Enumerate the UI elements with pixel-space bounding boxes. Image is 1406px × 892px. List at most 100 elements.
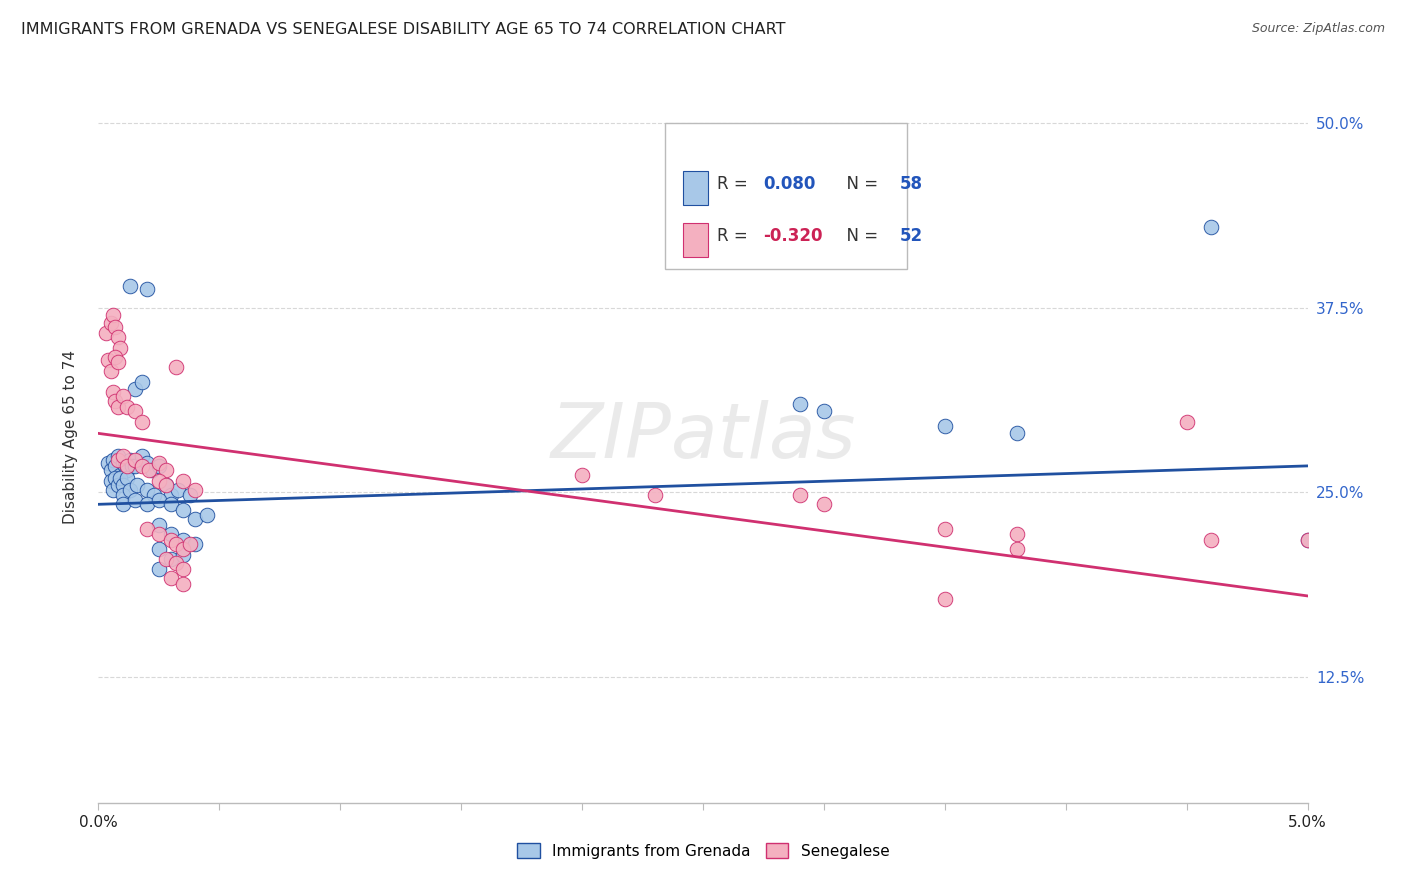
Point: [789, 488, 811, 502]
Point: [135, 523, 157, 537]
Point: [1007, 541, 1029, 556]
Point: [1007, 527, 1029, 541]
Point: [1296, 533, 1319, 547]
Text: -0.320: -0.320: [763, 227, 823, 244]
Point: [111, 488, 134, 502]
Point: [104, 458, 127, 473]
Point: [1175, 415, 1198, 429]
Point: [107, 400, 129, 414]
Point: [934, 419, 956, 434]
Text: ZIPatlas: ZIPatlas: [550, 401, 856, 474]
Point: [160, 488, 183, 502]
Point: [101, 308, 124, 322]
Point: [124, 404, 146, 418]
Point: [160, 527, 183, 541]
Point: [108, 471, 131, 485]
Text: Source: ZipAtlas.com: Source: ZipAtlas.com: [1251, 22, 1385, 36]
Point: [934, 523, 956, 537]
Point: [100, 316, 122, 330]
Point: [184, 537, 207, 551]
Point: [101, 483, 124, 497]
Point: [124, 382, 146, 396]
Point: [107, 330, 129, 344]
Point: [117, 400, 139, 414]
Point: [117, 471, 139, 485]
Point: [118, 483, 141, 497]
Point: [135, 456, 157, 470]
Point: [100, 364, 122, 378]
Point: [172, 474, 194, 488]
Point: [165, 537, 187, 551]
Point: [127, 478, 149, 492]
Point: [644, 488, 666, 502]
Point: [104, 393, 127, 408]
Point: [107, 449, 129, 463]
Point: [111, 497, 134, 511]
Point: [148, 458, 170, 473]
Point: [172, 541, 194, 556]
Point: [131, 449, 153, 463]
Point: [131, 375, 153, 389]
Point: [148, 541, 170, 556]
Point: [184, 512, 207, 526]
Point: [124, 458, 146, 473]
Point: [104, 471, 127, 485]
Point: [1296, 533, 1319, 547]
Point: [104, 320, 127, 334]
Point: [138, 463, 160, 477]
Point: [160, 571, 183, 585]
Point: [97, 456, 120, 470]
Point: [179, 488, 201, 502]
Point: [155, 478, 177, 492]
Text: N =: N =: [837, 175, 883, 193]
Point: [148, 527, 170, 541]
Point: [155, 478, 177, 492]
Point: [1199, 533, 1222, 547]
Point: [97, 352, 120, 367]
Point: [94, 326, 117, 340]
Point: [172, 577, 194, 591]
Point: [571, 467, 593, 482]
Point: [167, 483, 190, 497]
Text: IMMIGRANTS FROM GRENADA VS SENEGALESE DISABILITY AGE 65 TO 74 CORRELATION CHART: IMMIGRANTS FROM GRENADA VS SENEGALESE DI…: [21, 22, 786, 37]
Point: [148, 562, 170, 576]
Point: [135, 483, 157, 497]
Point: [100, 474, 122, 488]
Point: [1007, 426, 1029, 441]
Point: [813, 497, 835, 511]
Text: 58: 58: [900, 175, 922, 193]
Point: [141, 463, 163, 477]
Y-axis label: Disability Age 65 to 74: Disability Age 65 to 74: [63, 350, 77, 524]
Point: [104, 350, 127, 364]
Point: [107, 355, 129, 369]
Point: [1199, 219, 1222, 234]
Point: [135, 282, 157, 296]
Text: N =: N =: [837, 227, 883, 244]
Legend: Immigrants from Grenada, Senegalese: Immigrants from Grenada, Senegalese: [510, 837, 896, 864]
Point: [101, 453, 124, 467]
Point: [184, 483, 207, 497]
Point: [155, 463, 177, 477]
Point: [135, 497, 157, 511]
Point: [172, 548, 194, 562]
Point: [117, 463, 139, 477]
Point: [155, 552, 177, 566]
Point: [160, 533, 183, 547]
Point: [195, 508, 218, 522]
Text: 52: 52: [900, 227, 922, 244]
Point: [124, 492, 146, 507]
Point: [813, 404, 835, 418]
Text: 0.080: 0.080: [763, 175, 815, 193]
Point: [172, 533, 194, 547]
Point: [143, 488, 166, 502]
Point: [111, 456, 134, 470]
Point: [111, 389, 134, 403]
Point: [108, 341, 131, 355]
Point: [108, 467, 131, 482]
Point: [118, 278, 141, 293]
Text: R =: R =: [717, 175, 752, 193]
Point: [172, 503, 194, 517]
Point: [148, 474, 170, 488]
Point: [111, 478, 134, 492]
Point: [148, 518, 170, 533]
